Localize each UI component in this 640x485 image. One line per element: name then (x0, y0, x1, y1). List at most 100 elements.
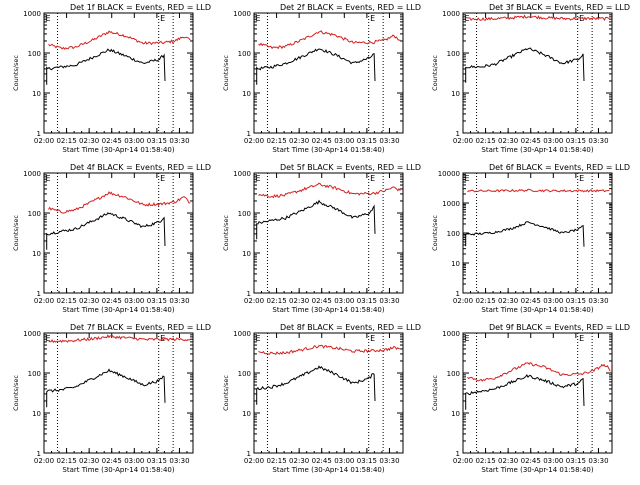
x-tick-label: 03:30 (379, 457, 399, 465)
x-tick-label: 02:00 (34, 137, 54, 145)
marker-label: E (45, 14, 50, 23)
plot-frame (43, 332, 194, 454)
panel-9: Det 9f BLACK = Events, RED = LLD 1 10 100 10… (431, 323, 630, 474)
y-axis-label: Counts/sec (431, 55, 439, 91)
series-events-black (256, 199, 376, 240)
y-tick-label: 1000 (233, 170, 251, 178)
x-tick-label: 02:30 (289, 137, 309, 145)
y-tick-label: 10 (242, 250, 251, 258)
x-axis-label: Start Time (30-Apr-14 01:58:40) (272, 146, 384, 154)
x-tick-label: 03:30 (169, 297, 189, 305)
x-tick-label: 02:15 (475, 297, 495, 305)
series-lld-red (258, 344, 401, 355)
plot-frame (43, 172, 194, 294)
y-tick-label: 1 (247, 450, 251, 458)
x-tick-label: 02:00 (453, 137, 473, 145)
x-tick-label: 02:30 (498, 457, 518, 465)
y-axis-label: Counts/sec (222, 375, 230, 411)
x-tick-label: 03:30 (379, 137, 399, 145)
marker-label: E (579, 174, 584, 183)
series-lld-red (467, 362, 611, 382)
series-events-black (256, 48, 376, 85)
x-tick-label: 03:15 (566, 297, 586, 305)
y-tick-label: 100 (28, 50, 41, 58)
panel-title: Det 1f BLACK = Events, RED = LLD (70, 3, 211, 12)
y-tick-label: 1000 (442, 200, 460, 208)
panel-title: Det 4f BLACK = Events, RED = LLD (70, 163, 211, 172)
y-tick-label: 1 (247, 290, 251, 298)
series-events-black (465, 221, 585, 247)
x-tick-label: 02:45 (312, 297, 332, 305)
x-axis-label: Start Time (30-Apr-14 01:58:40) (62, 146, 174, 154)
marker-label: E (45, 334, 50, 343)
x-tick-label: 02:00 (453, 297, 473, 305)
x-tick-label: 02:15 (475, 457, 495, 465)
y-tick-label: 10 (451, 410, 460, 418)
x-tick-label: 02:15 (56, 137, 76, 145)
x-tick-label: 03:00 (543, 457, 563, 465)
x-tick-label: 02:45 (312, 137, 332, 145)
y-tick-label: 1 (37, 130, 41, 138)
x-tick-label: 02:30 (79, 457, 99, 465)
x-tick-label: 02:45 (521, 297, 541, 305)
panel-title: Det 3f BLACK = Events, RED = LLD (489, 3, 630, 12)
x-tick-label: 03:30 (379, 297, 399, 305)
y-tick-label: 1 (37, 450, 41, 458)
x-tick-label: 03:15 (357, 457, 377, 465)
y-axis-label: Counts/sec (431, 215, 439, 251)
x-tick-label: 03:30 (588, 457, 608, 465)
x-tick-label: 03:15 (147, 297, 167, 305)
marker-label: E (255, 174, 260, 183)
y-tick-label: 1000 (23, 10, 41, 18)
marker-label: E (579, 334, 584, 343)
marker-label: E (255, 334, 260, 343)
x-tick-label: 02:15 (266, 297, 286, 305)
marker-label: E (160, 14, 165, 23)
x-tick-label: 02:00 (453, 457, 473, 465)
x-tick-label: 03:00 (334, 457, 354, 465)
x-tick-label: 02:45 (102, 297, 122, 305)
y-axis-label: Counts/sec (12, 375, 20, 411)
panel-title: Det 6f BLACK = Events, RED = LLD (489, 163, 630, 172)
series-events-black (46, 48, 166, 85)
marker-label: E (370, 174, 375, 183)
y-axis-label: Counts/sec (12, 215, 20, 251)
x-tick-label: 03:00 (334, 137, 354, 145)
x-axis-label: Start Time (30-Apr-14 01:58:40) (62, 466, 174, 474)
y-tick-label: 10 (242, 410, 251, 418)
series-events-black (46, 368, 166, 408)
y-tick-label: 10000 (438, 170, 460, 178)
panel-5: Det 5f BLACK = Events, RED = LLD 1 10 100 10… (222, 163, 421, 314)
x-tick-label: 03:30 (588, 137, 608, 145)
x-tick-label: 02:15 (266, 457, 286, 465)
panel-7: Det 7f BLACK = Events, RED = LLD 1 10 100 10… (12, 323, 211, 474)
y-axis-label: Counts/sec (222, 215, 230, 251)
y-tick-label: 1000 (23, 330, 41, 338)
marker-label: E (160, 174, 165, 183)
y-tick-label: 10 (32, 410, 41, 418)
series-lld-red (48, 191, 191, 214)
x-tick-label: 02:45 (102, 457, 122, 465)
y-tick-label: 100 (238, 210, 251, 218)
series-lld-red (258, 182, 401, 199)
marker-label: E (370, 334, 375, 343)
x-tick-label: 03:30 (588, 297, 608, 305)
panel-title: Det 9f BLACK = Events, RED = LLD (489, 323, 630, 332)
x-tick-label: 02:45 (521, 457, 541, 465)
y-axis-label: Counts/sec (431, 375, 439, 411)
y-tick-label: 10 (242, 90, 251, 98)
x-tick-label: 02:15 (266, 137, 286, 145)
x-tick-label: 02:00 (34, 457, 54, 465)
y-axis-label: Counts/sec (222, 55, 230, 91)
marker-label: E (45, 174, 50, 183)
x-tick-label: 03:00 (124, 297, 144, 305)
x-tick-label: 02:15 (56, 457, 76, 465)
x-tick-label: 02:00 (244, 297, 264, 305)
plot-frame (253, 332, 404, 454)
marker-label: E (579, 14, 584, 23)
x-tick-label: 02:30 (79, 297, 99, 305)
series-lld-red (467, 14, 610, 22)
series-lld-red (48, 30, 191, 50)
x-tick-label: 03:15 (147, 137, 167, 145)
